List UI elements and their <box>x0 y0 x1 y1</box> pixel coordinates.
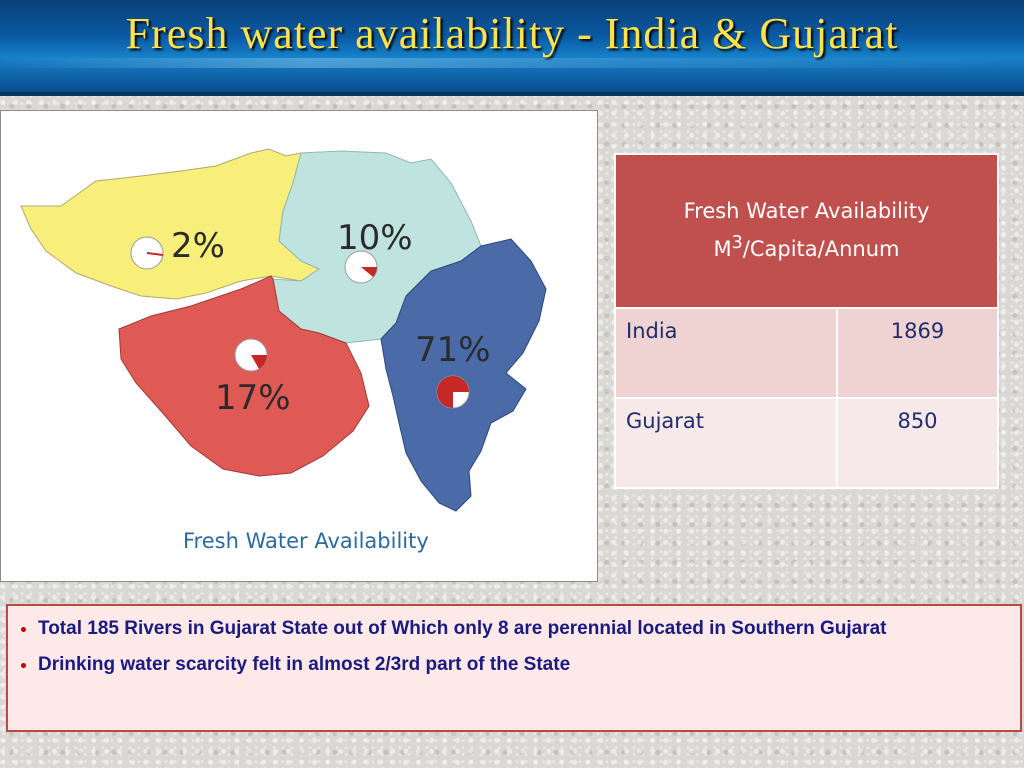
pie-south <box>436 375 470 409</box>
gujarat-map: 2% 10% 17% 71% <box>20 148 547 512</box>
map-caption: Fresh Water Availability <box>183 529 429 553</box>
label-north: 10% <box>337 218 413 258</box>
label-saurashtra: 17% <box>215 378 291 418</box>
region-south <box>380 238 547 512</box>
table-row: Gujarat 850 <box>614 397 999 489</box>
label-kutch: 2% <box>171 226 225 266</box>
slide-title: Fresh water availability - India & Gujar… <box>125 9 899 58</box>
title-bar: Fresh water availability - India & Gujar… <box>0 0 1024 96</box>
water-availability-table: Fresh Water Availability M3/Capita/Annum… <box>614 153 999 489</box>
notes-box: Total 185 Rivers in Gujarat State out of… <box>6 604 1022 732</box>
table-header-unit-suffix: /Capita/Annum <box>742 237 900 261</box>
row-value: 850 <box>836 397 999 489</box>
notes-list: Total 185 Rivers in Gujarat State out of… <box>20 616 1010 677</box>
table-header-unit-prefix: M <box>713 237 732 261</box>
row-value: 1869 <box>836 307 999 399</box>
note-item: Total 185 Rivers in Gujarat State out of… <box>38 616 1010 642</box>
note-item: Drinking water scarcity felt in almost 2… <box>38 652 1010 678</box>
table-header-unit-sup: 3 <box>731 233 743 253</box>
pie-north <box>344 250 378 284</box>
row-name: India <box>614 307 838 399</box>
pie-saurashtra <box>234 338 268 372</box>
label-south: 71% <box>415 330 491 370</box>
table-header-title: Fresh Water Availability <box>683 199 930 224</box>
region-saurashtra <box>118 275 370 477</box>
table-row: India 1869 <box>614 307 999 399</box>
map-panel: 2% 10% 17% 71% Fresh Water Availability <box>0 110 598 582</box>
region-kutch <box>20 148 321 300</box>
table-header-row: Fresh Water Availability M3/Capita/Annum <box>614 153 999 309</box>
pie-kutch <box>130 236 164 270</box>
row-name: Gujarat <box>614 397 838 489</box>
table-header: Fresh Water Availability M3/Capita/Annum <box>614 153 999 309</box>
